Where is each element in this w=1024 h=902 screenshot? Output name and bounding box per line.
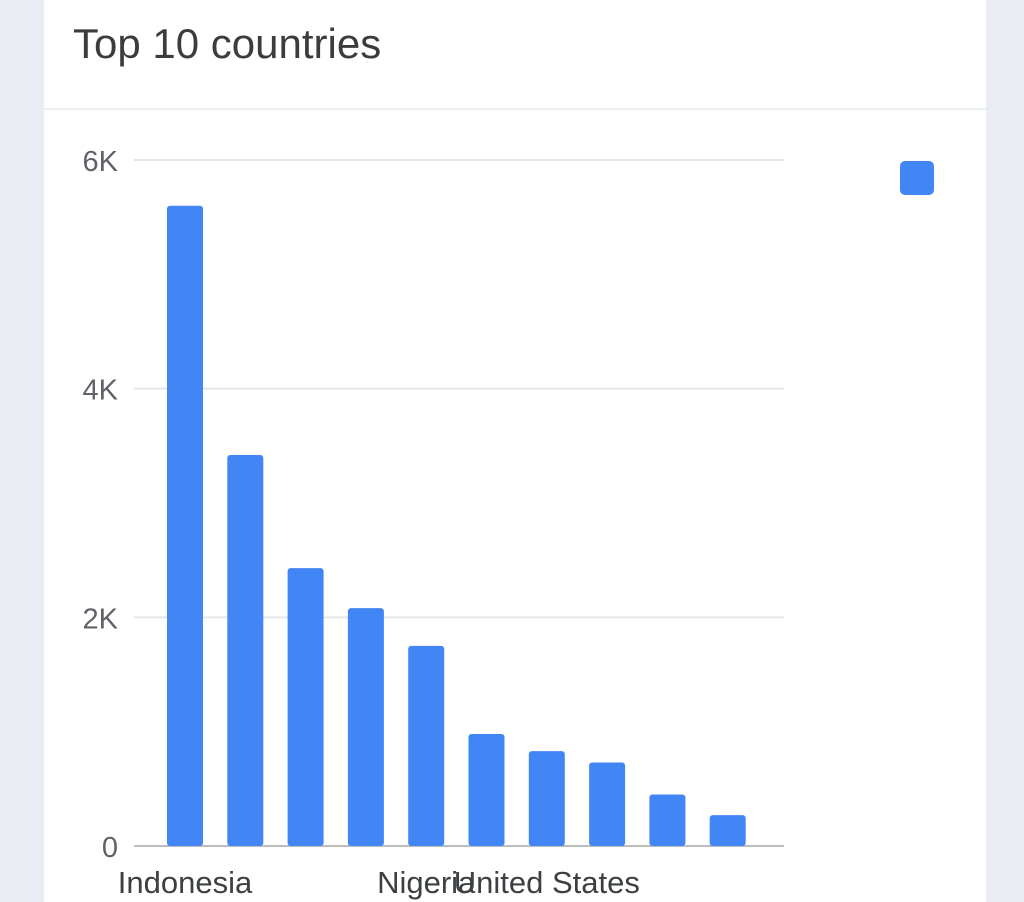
x-category-label: Indonesia [118, 865, 253, 900]
bars [167, 205, 746, 846]
y-tick-label: 6K [83, 146, 119, 178]
bar[interactable] [468, 733, 505, 846]
card-header: Top 10 countries [44, 0, 986, 110]
bar[interactable] [528, 751, 565, 846]
y-tick-label: 4K [83, 375, 119, 407]
y-tick-label: 2K [83, 603, 119, 635]
bar[interactable] [227, 454, 264, 846]
legend[interactable] [900, 161, 934, 195]
y-tick-label: 0 [102, 832, 118, 864]
x-category-label: United States [454, 865, 640, 900]
bar[interactable] [408, 645, 445, 846]
legend-swatch[interactable] [900, 161, 934, 195]
y-axis-ticks: 0 2K 4K 6K [83, 146, 119, 864]
card-title: Top 10 countries [73, 20, 382, 67]
bar[interactable] [709, 815, 746, 846]
chart-card: Top 10 countries 0 2K 4K 6K Indonesia Nigeri… [44, 0, 986, 902]
bar[interactable] [287, 568, 324, 846]
bar[interactable] [167, 205, 203, 846]
bar[interactable] [589, 762, 626, 846]
bar[interactable] [649, 794, 686, 846]
x-category-label: Nigeria [377, 865, 476, 900]
bar[interactable] [347, 608, 384, 846]
